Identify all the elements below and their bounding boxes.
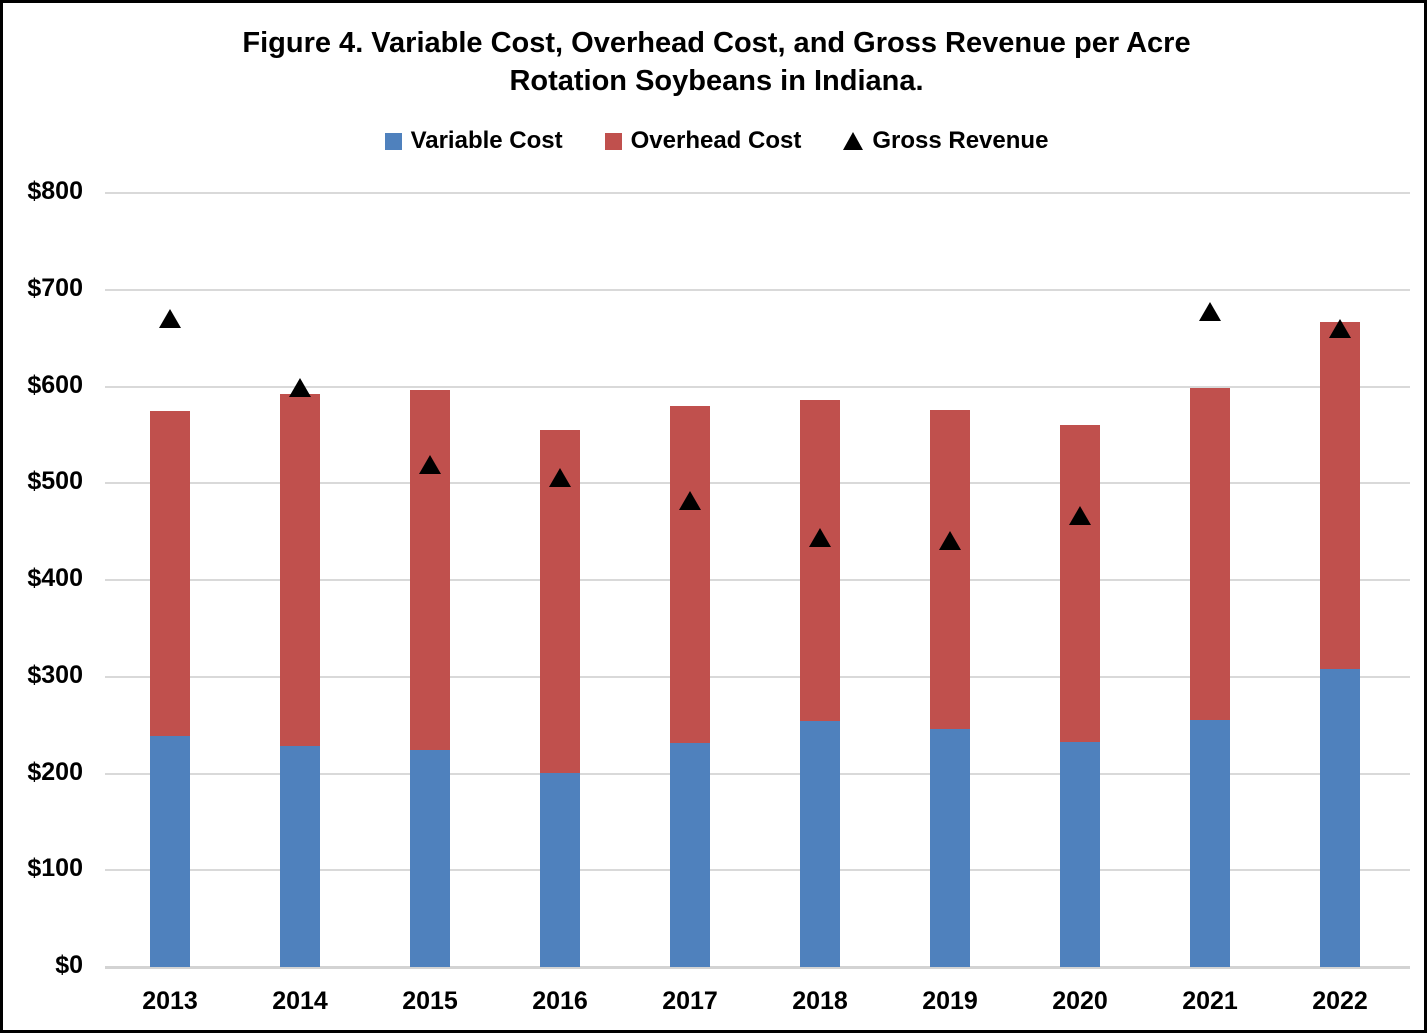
bar-overhead-cost-2018 xyxy=(800,400,840,722)
chart-title-line-2: Rotation Soybeans in Indiana. xyxy=(509,65,924,97)
bar-variable-cost-2020 xyxy=(1060,741,1100,967)
x-axis-label-2018: 2018 xyxy=(792,987,848,1015)
x-axis-label-2021: 2021 xyxy=(1182,987,1238,1015)
gross-revenue-triangle-icon xyxy=(843,132,864,150)
x-axis-label-2020: 2020 xyxy=(1052,987,1108,1015)
bar-variable-cost-2019 xyxy=(930,728,970,967)
gridline-$800 xyxy=(105,192,1410,194)
gridline-$300 xyxy=(105,675,1410,678)
bar-variable-cost-2013 xyxy=(150,735,190,967)
marker-gross-revenue-2019 xyxy=(939,531,961,551)
legend-item-gross-revenue: Gross Revenue xyxy=(843,127,1048,155)
legend-label-gross-revenue: Gross Revenue xyxy=(872,127,1049,154)
x-axis-label-2013: 2013 xyxy=(142,987,198,1015)
legend-label-variable-cost: Variable Cost xyxy=(410,127,563,154)
y-axis-label-$700: $700 xyxy=(27,273,83,302)
y-axis-label-$100: $100 xyxy=(27,854,83,883)
bar-variable-cost-2015 xyxy=(410,750,450,967)
x-axis-label-2014: 2014 xyxy=(272,987,328,1015)
bar-overhead-cost-2019 xyxy=(930,409,970,729)
marker-gross-revenue-2018 xyxy=(809,528,831,548)
y-axis-label-$0: $0 xyxy=(55,951,83,979)
bar-variable-cost-2017 xyxy=(670,742,710,967)
marker-gross-revenue-2014 xyxy=(289,378,311,398)
gridline-$500 xyxy=(105,482,1410,485)
gridline-$600 xyxy=(105,385,1410,388)
gridline-$0 xyxy=(105,966,1410,969)
bar-overhead-cost-2015 xyxy=(410,390,450,751)
bar-overhead-cost-2020 xyxy=(1060,425,1100,742)
y-axis-label-$200: $200 xyxy=(27,757,83,786)
bar-variable-cost-2014 xyxy=(280,746,320,967)
gridline-$700 xyxy=(105,288,1410,291)
bar-variable-cost-2021 xyxy=(1190,720,1230,967)
y-axis-label-$600: $600 xyxy=(27,370,83,399)
bar-variable-cost-2018 xyxy=(800,721,840,967)
gridline-$400 xyxy=(105,579,1410,581)
bar-variable-cost-2022 xyxy=(1320,669,1360,967)
bar-overhead-cost-2013 xyxy=(150,410,190,736)
marker-gross-revenue-2021 xyxy=(1199,302,1221,321)
x-axis-label-2015: 2015 xyxy=(402,987,458,1015)
legend-label-overhead-cost: Overhead Cost xyxy=(630,127,802,154)
legend-item-overhead-cost: Overhead Cost xyxy=(604,127,802,155)
y-axis-label-$400: $400 xyxy=(27,564,83,592)
marker-gross-revenue-2016 xyxy=(549,468,571,488)
bar-overhead-cost-2014 xyxy=(280,394,320,747)
bar-overhead-cost-2021 xyxy=(1190,388,1230,721)
y-axis-label-$800: $800 xyxy=(27,177,83,205)
marker-gross-revenue-2022 xyxy=(1329,319,1351,339)
marker-gross-revenue-2017 xyxy=(679,490,701,510)
bar-overhead-cost-2022 xyxy=(1320,321,1360,669)
bar-variable-cost-2016 xyxy=(540,772,580,967)
x-axis-label-2016: 2016 xyxy=(532,987,588,1015)
marker-gross-revenue-2015 xyxy=(419,454,441,474)
x-axis-label-2019: 2019 xyxy=(922,987,978,1015)
marker-gross-revenue-2020 xyxy=(1069,506,1091,526)
x-axis-label-2022: 2022 xyxy=(1312,987,1368,1015)
overhead-cost-swatch-icon xyxy=(604,132,622,150)
marker-gross-revenue-2013 xyxy=(159,308,181,328)
variable-cost-swatch-icon xyxy=(384,132,402,150)
gridline-$200 xyxy=(105,772,1410,775)
y-axis-label-$300: $300 xyxy=(27,660,83,689)
legend-item-variable-cost: Variable Cost xyxy=(384,127,563,155)
chart-legend: Variable Cost Overhead Cost Gross Revenu… xyxy=(3,127,1424,155)
chart-title-line-1: Figure 4. Variable Cost, Overhead Cost, … xyxy=(242,27,1191,59)
bar-overhead-cost-2017 xyxy=(670,405,710,743)
y-axis-label-$500: $500 xyxy=(27,467,83,496)
gridline-$100 xyxy=(105,869,1410,872)
x-axis-label-2017: 2017 xyxy=(662,987,718,1015)
